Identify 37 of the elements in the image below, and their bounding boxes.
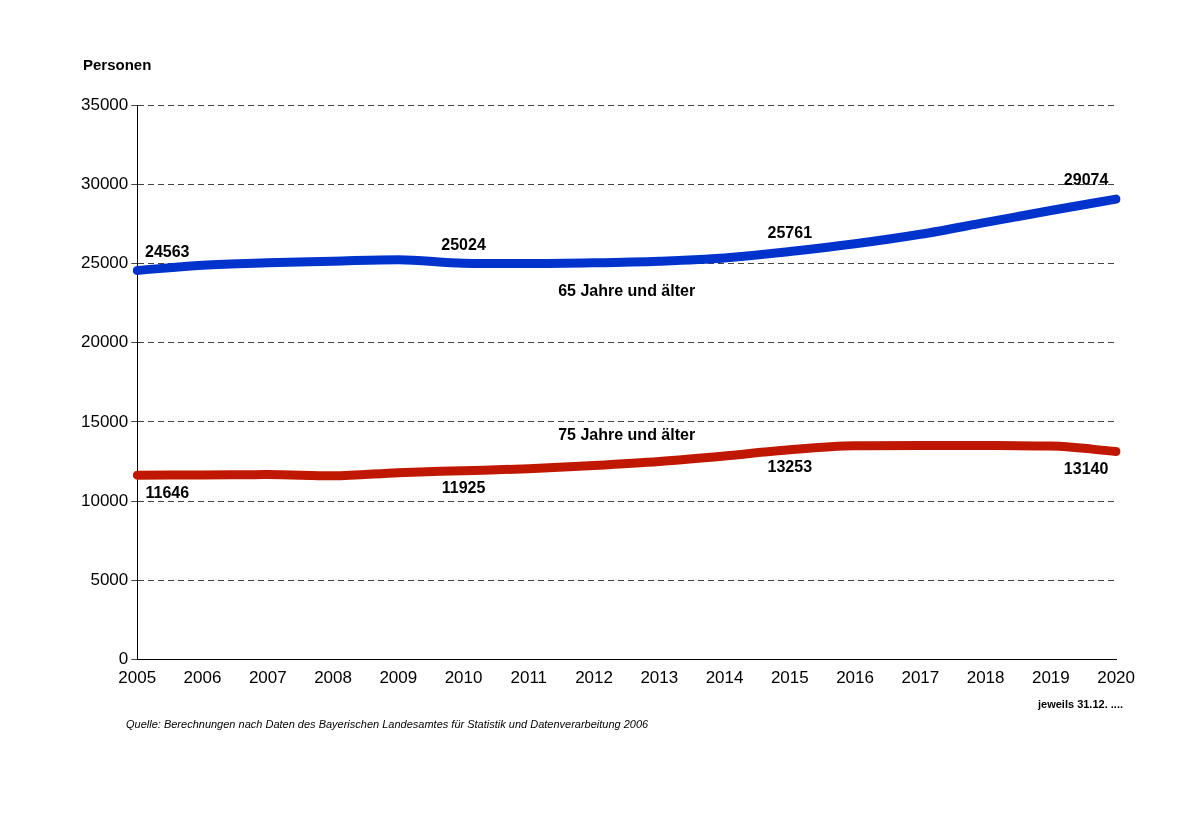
x-tick-label: 2018	[966, 668, 1005, 688]
data-label: 29074	[1063, 171, 1109, 189]
x-tick-label: 2007	[248, 668, 287, 688]
x-tick-label: 2014	[705, 668, 744, 688]
y-tick-label: 30000	[80, 174, 129, 194]
data-label: 25761	[767, 223, 813, 241]
text: jeweils 31.12. ....	[1038, 698, 1123, 710]
source-note: Quelle: Berechnungen nach Daten des Bayerischen Landesamtes für Statistik und Datenverarbeitung 2006	[126, 718, 649, 730]
x-tick-label: 2020	[1097, 668, 1135, 688]
data-label: 13140	[1063, 459, 1109, 477]
data-label: 25024	[441, 235, 486, 253]
y-tick-label: 10000	[80, 490, 129, 510]
y-axis-title: Personen	[83, 56, 152, 73]
x-tick-label: 2015	[770, 668, 809, 688]
y-tick-label: 25000	[80, 253, 129, 273]
x-tick-label: 2017	[901, 668, 940, 688]
x-tick-label: 2016	[836, 668, 874, 688]
y-tick-label: 35000	[80, 94, 129, 114]
data-label: 11646	[145, 483, 190, 501]
x-tick-label: 2009	[379, 668, 418, 688]
x-tick-label: 2011	[510, 668, 548, 688]
x-tick-label: 2008	[314, 668, 352, 688]
data-label: 11925	[441, 479, 486, 497]
data-label: 13253	[767, 458, 813, 476]
y-tick-label: 5000	[90, 570, 129, 590]
x-tick-label: 2006	[183, 668, 222, 688]
series-label: 65 Jahre und älter	[558, 282, 696, 300]
x-tick-label: 2005	[118, 668, 157, 688]
x-tick-label: 2012	[575, 668, 613, 688]
y-tick-label: 15000	[80, 411, 129, 431]
series-label: 75 Jahre und älter	[558, 425, 696, 443]
y-tick-label: 0	[118, 649, 129, 669]
x-tick-label: 2013	[640, 668, 679, 688]
data-label: 24563	[145, 242, 190, 260]
x-tick-label: 2019	[1031, 668, 1070, 688]
y-tick-label: 20000	[80, 332, 129, 352]
x-tick-label: 2010	[444, 668, 483, 688]
